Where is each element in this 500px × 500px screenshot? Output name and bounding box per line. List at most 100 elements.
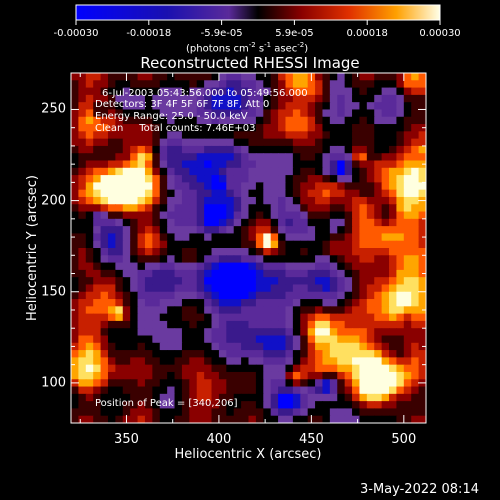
heatmap-cell: [167, 167, 176, 176]
heatmap-cell: [396, 226, 405, 235]
heatmap-cell: [122, 364, 131, 373]
heatmap-cell: [93, 371, 102, 380]
heatmap-cell: [359, 226, 368, 235]
heatmap-cell: [418, 255, 426, 264]
heatmap-cell: [359, 182, 368, 191]
heatmap-cell: [137, 401, 146, 410]
heatmap-cell: [418, 218, 426, 227]
heatmap-cell: [241, 415, 250, 423]
heatmap-cell: [137, 240, 146, 249]
heatmap-cell: [137, 357, 146, 366]
heatmap-cell: [359, 124, 368, 132]
heatmap-cell: [226, 175, 235, 183]
heatmap-cell: [211, 408, 220, 417]
heatmap-cell: [122, 80, 131, 89]
heatmap-cell: [248, 415, 257, 423]
heatmap-cell: [159, 364, 168, 373]
heatmap-cell: [315, 284, 324, 293]
heatmap-cell: [130, 211, 139, 220]
heatmap-cell: [71, 255, 79, 264]
heatmap-cell: [389, 284, 398, 293]
heatmap-cell: [337, 386, 346, 395]
heatmap-cell: [174, 357, 183, 366]
heatmap-cell: [270, 196, 279, 205]
heatmap-cell: [152, 371, 161, 380]
heatmap-cell: [137, 189, 146, 198]
heatmap-cell: [115, 233, 124, 242]
heatmap-cell: [174, 320, 183, 329]
heatmap-cell: [337, 211, 346, 220]
heatmap-cell: [181, 291, 190, 300]
heatmap-cell: [241, 306, 250, 315]
heatmap-cell: [403, 415, 412, 423]
heatmap-cell: [285, 204, 294, 213]
heatmap-cell: [122, 379, 131, 388]
heatmap-cell: [218, 153, 227, 162]
heatmap-cell: [366, 87, 375, 96]
heatmap-cell: [85, 342, 94, 351]
heatmap-cell: [411, 145, 420, 154]
heatmap-cell: [285, 153, 294, 162]
heatmap-cell: [263, 87, 272, 96]
heatmap-cell: [255, 145, 264, 154]
heatmap-cell: [381, 277, 390, 286]
heatmap-cell: [167, 393, 176, 402]
heatmap-cell: [418, 386, 426, 395]
heatmap-cell: [107, 73, 116, 81]
heatmap-cell: [418, 204, 426, 213]
heatmap-cell: [366, 328, 375, 337]
heatmap-cell: [78, 277, 87, 286]
heatmap-cell: [374, 153, 383, 162]
heatmap-cell: [159, 306, 168, 315]
heatmap-cell: [211, 299, 220, 307]
heatmap-cell: [396, 386, 405, 395]
heatmap-cell: [381, 189, 390, 198]
heatmap-cell: [307, 393, 316, 402]
heatmap-cell: [389, 226, 398, 235]
heatmap-cell: [255, 87, 264, 96]
heatmap-cell: [115, 116, 124, 125]
heatmap-cell: [233, 284, 242, 293]
heatmap-cell: [278, 335, 287, 344]
heatmap-cell: [396, 189, 405, 198]
heatmap-cell: [211, 116, 220, 125]
heatmap-cell: [396, 364, 405, 373]
heatmap-cell: [352, 408, 361, 417]
heatmap-cell: [300, 277, 309, 286]
heatmap-cell: [337, 255, 346, 264]
heatmap-cell: [315, 248, 324, 256]
heatmap-cell: [100, 226, 109, 235]
heatmap-cell: [366, 218, 375, 227]
heatmap-cell: [159, 145, 168, 154]
heatmap-cell: [389, 248, 398, 256]
heatmap-cell: [107, 299, 116, 307]
heatmap-cell: [263, 189, 272, 198]
heatmap-cell: [211, 138, 220, 147]
heatmap-cell: [285, 350, 294, 358]
heatmap-cell: [159, 262, 168, 271]
heatmap-cell: [174, 408, 183, 417]
heatmap-cell: [93, 138, 102, 147]
heatmap-cell: [211, 342, 220, 351]
heatmap-cell: [93, 73, 102, 81]
heatmap-cell: [337, 182, 346, 191]
heatmap-cell: [255, 211, 264, 220]
heatmap-cell: [71, 131, 79, 140]
heatmap-cell: [300, 291, 309, 300]
heatmap-cell: [411, 306, 420, 315]
heatmap-cell: [255, 379, 264, 388]
heatmap-cell: [85, 401, 94, 410]
heatmap-cell: [218, 306, 227, 315]
heatmap-cell: [403, 269, 412, 278]
heatmap-cell: [71, 218, 79, 227]
heatmap-cell: [211, 196, 220, 205]
heatmap-cell: [189, 342, 198, 351]
heatmap-cell: [292, 226, 301, 235]
heatmap-cell: [85, 248, 94, 256]
heatmap-cell: [403, 138, 412, 147]
heatmap-cell: [389, 153, 398, 162]
heatmap-cell: [211, 379, 220, 388]
heatmap-cell: [196, 371, 205, 380]
heatmap-cell: [226, 153, 235, 162]
heatmap-cell: [181, 393, 190, 402]
